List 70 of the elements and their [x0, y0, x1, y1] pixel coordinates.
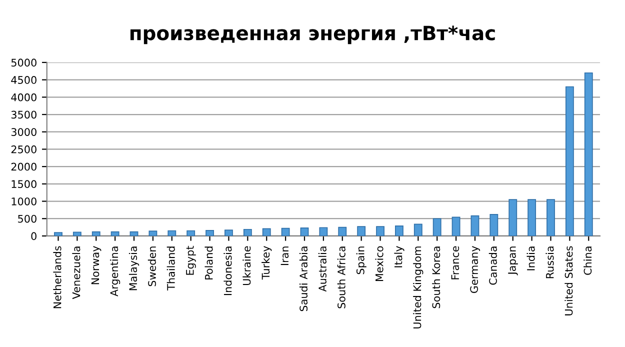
- y-tick-label: 2000: [11, 162, 36, 171]
- bar: [186, 230, 196, 236]
- bar: [206, 230, 214, 236]
- bar: [414, 224, 422, 236]
- x-tick-label: Netherlands: [53, 246, 62, 308]
- y-tick-label: 500: [18, 214, 36, 223]
- y-tick-label: 1000: [12, 197, 36, 206]
- x-tick-label: Poland: [204, 246, 213, 280]
- x-tick-label: Argentina: [110, 246, 120, 296]
- bar: [54, 232, 62, 236]
- x-tick-label: Australia: [318, 246, 326, 292]
- x-tick-label: Germany: [470, 246, 480, 293]
- bar: [470, 215, 480, 236]
- bar: [130, 231, 138, 236]
- y-tick-label: 0: [31, 232, 36, 240]
- x-tick-label: Egypt: [186, 246, 196, 275]
- x-tick-label: United Kingdom: [413, 246, 424, 328]
- x-tick-label: South Africa: [337, 246, 346, 308]
- x-tick-label: Japan: [508, 246, 518, 276]
- y-tick-label: 1500: [12, 180, 36, 188]
- y-tick-label: 2500: [11, 145, 36, 154]
- bar: [92, 231, 100, 236]
- chart-title: произведенная энергия ,тВт*час: [130, 26, 495, 44]
- x-tick-label: Mexico: [375, 246, 384, 282]
- y-tick-label: 5000: [11, 58, 36, 67]
- y-tick-label: 4000: [11, 93, 36, 102]
- y-tick-label: 3500: [11, 110, 36, 119]
- bar: [584, 72, 593, 236]
- x-tick-label: Iran: [280, 246, 289, 265]
- x-tick-label: Indonesia: [224, 246, 232, 296]
- bar: [168, 230, 176, 236]
- x-tick-label: Turkey: [262, 246, 272, 280]
- bar: [338, 226, 347, 236]
- bar: [432, 218, 442, 236]
- bar: [376, 226, 384, 236]
- bar: [565, 86, 574, 236]
- bar: [300, 228, 309, 236]
- bar: [110, 231, 120, 236]
- x-tick-label: United States: [564, 246, 573, 316]
- y-tick-label: 3000: [11, 128, 36, 136]
- bar: [395, 225, 404, 236]
- bar: [148, 230, 158, 236]
- bar: [357, 226, 366, 236]
- bar: [224, 230, 233, 236]
- x-tick-label: Malaysia: [128, 246, 140, 290]
- x-tick-label: Saudi Arabia: [299, 246, 308, 312]
- x-tick-label: South Korea: [432, 246, 440, 308]
- bar: [528, 199, 536, 236]
- x-tick-label: China: [584, 246, 592, 275]
- x-tick-label: Norway: [91, 246, 102, 284]
- x-tick-label: Ukraine: [242, 246, 251, 286]
- x-tick-label: Venezuela: [72, 246, 80, 300]
- bar: [452, 216, 460, 236]
- bar: [508, 199, 518, 236]
- bar: [243, 228, 252, 236]
- bar: [546, 199, 555, 236]
- x-tick-label: India: [526, 246, 535, 270]
- bar: [72, 232, 82, 236]
- x-tick-label: Thailand: [166, 246, 175, 290]
- x-tick-label: France: [451, 246, 460, 280]
- y-tick-label: 4500: [11, 76, 36, 84]
- x-tick-label: Canada: [488, 246, 497, 285]
- bar: [281, 228, 290, 236]
- x-tick-label: Italy: [394, 246, 404, 268]
- bar: [319, 227, 328, 236]
- bar: [262, 228, 271, 236]
- x-tick-label: Spain: [356, 246, 366, 274]
- bar: [490, 214, 498, 236]
- x-tick-label: Sweden: [148, 246, 156, 286]
- x-tick-label: Russia: [546, 246, 554, 278]
